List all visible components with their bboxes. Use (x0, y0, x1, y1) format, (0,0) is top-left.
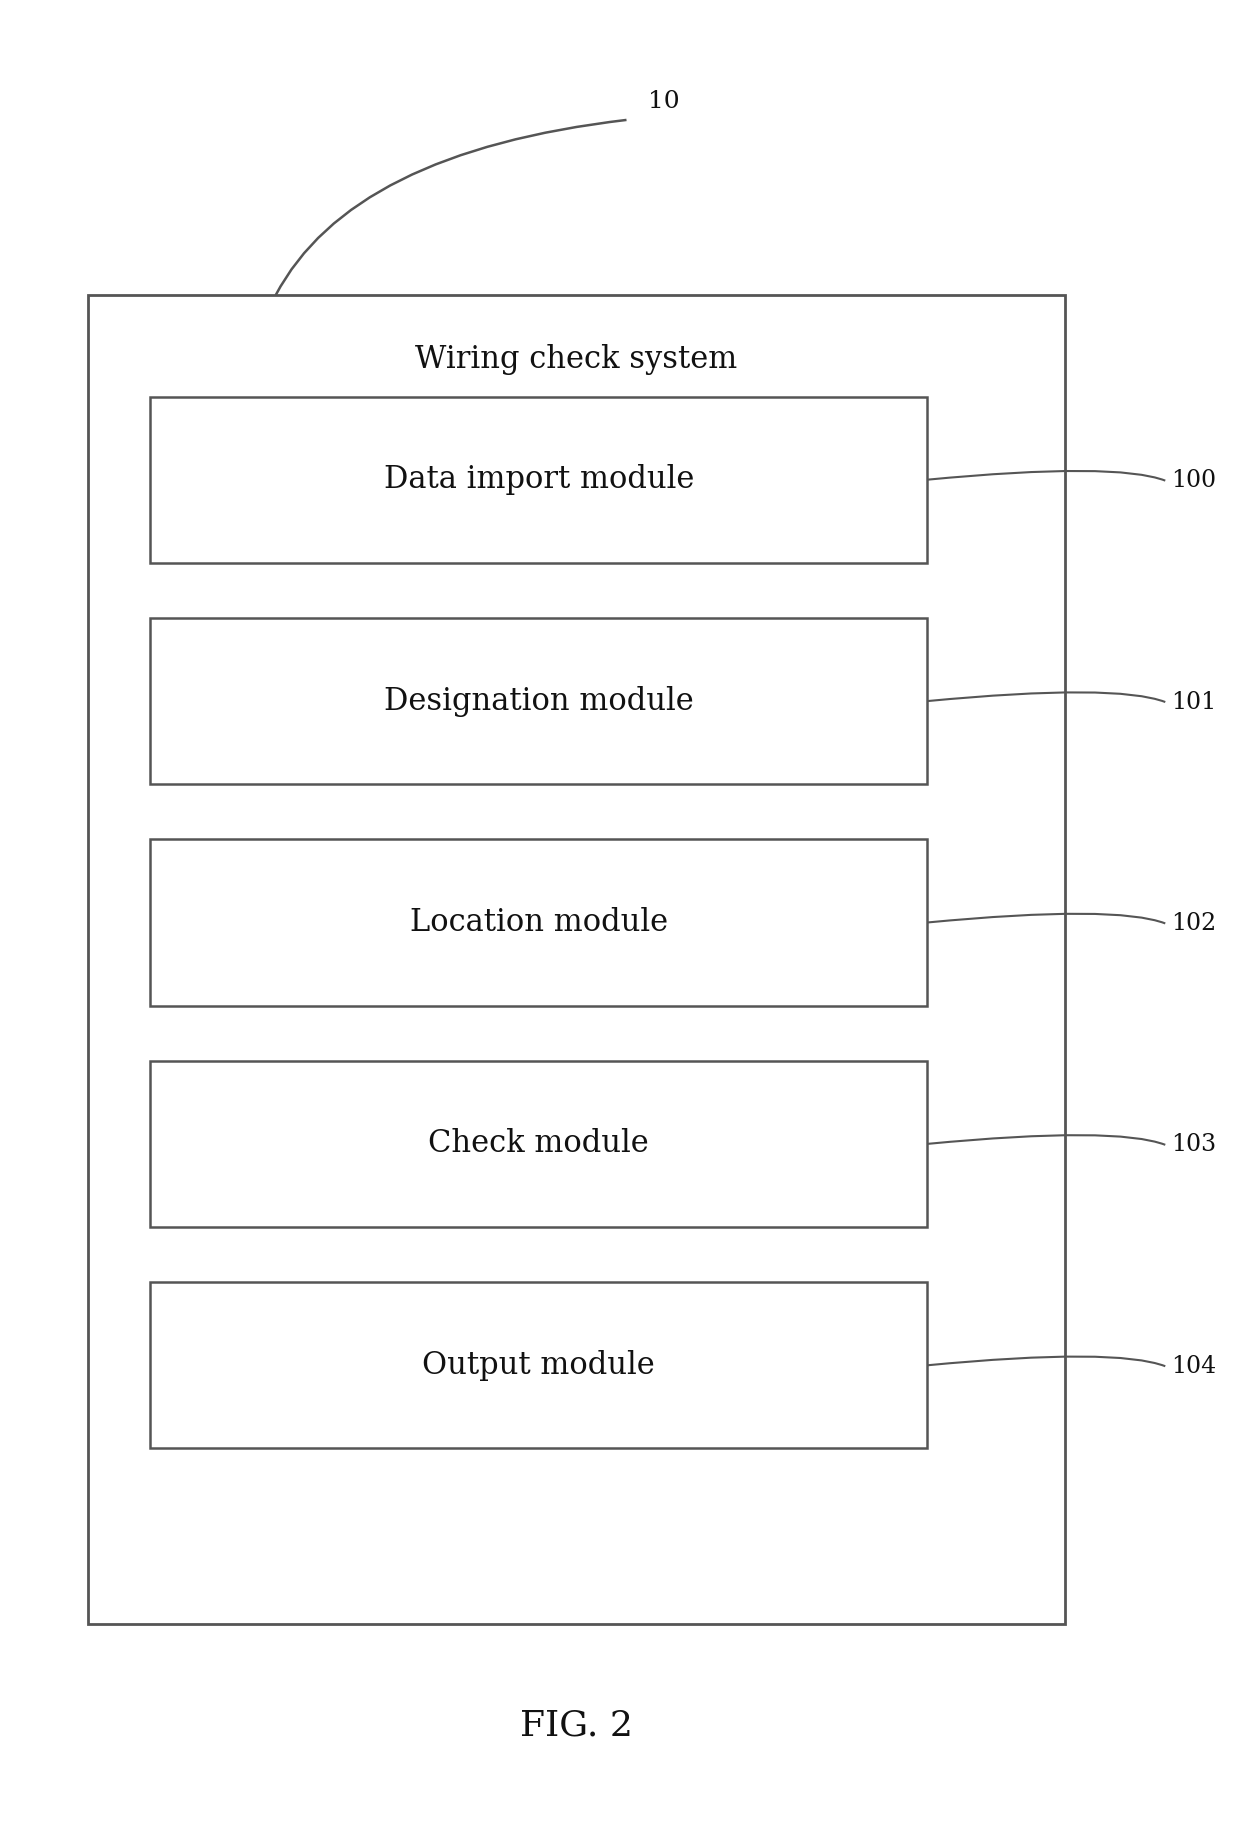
Text: FIG. 2: FIG. 2 (520, 1708, 633, 1742)
Text: Output module: Output module (422, 1351, 655, 1380)
Text: Wiring check system: Wiring check system (415, 345, 738, 375)
Bar (150, 618, 927, 784)
Text: Location module: Location module (410, 908, 668, 937)
Text: Designation module: Designation module (383, 686, 694, 716)
Bar (150, 397, 927, 563)
Text: 104: 104 (1172, 1354, 1217, 1378)
Text: Check module: Check module (429, 1129, 649, 1159)
Bar (88, 295, 1065, 1624)
Bar (150, 1061, 927, 1227)
Text: Data import module: Data import module (383, 465, 694, 494)
Text: 101: 101 (1172, 690, 1217, 714)
Bar (150, 1282, 927, 1448)
Text: 102: 102 (1172, 911, 1217, 935)
Text: 10: 10 (648, 90, 680, 113)
Text: 103: 103 (1172, 1133, 1217, 1157)
Text: 100: 100 (1172, 469, 1217, 493)
Bar (150, 839, 927, 1006)
